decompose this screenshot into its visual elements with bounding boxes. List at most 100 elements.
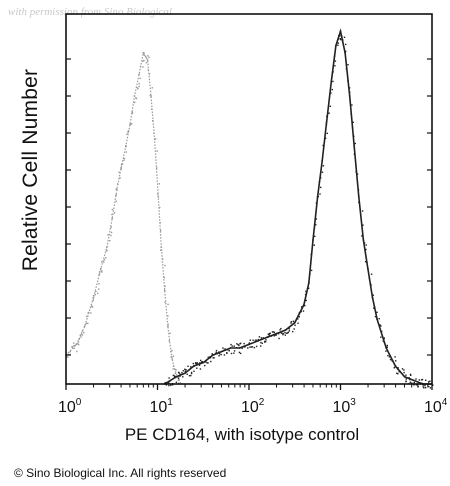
histogram-dot	[181, 372, 183, 374]
histogram-envelope-1	[65, 51, 182, 385]
histogram-dot	[145, 62, 148, 64]
histogram-dot	[395, 360, 397, 362]
histogram-dot	[293, 322, 295, 324]
data-point	[303, 303, 305, 306]
histogram-dot	[319, 193, 321, 195]
histogram-dot	[171, 349, 173, 352]
histogram-dot	[254, 340, 256, 342]
histogram-dot	[184, 370, 186, 372]
data-point	[146, 59, 149, 61]
histogram-dot	[299, 311, 301, 313]
data-point	[335, 44, 337, 47]
histogram-dot	[382, 340, 384, 342]
histogram-dot	[326, 132, 328, 135]
histogram-dot	[302, 310, 305, 312]
histogram-dot	[342, 39, 344, 41]
histogram-dot	[67, 356, 69, 358]
histogram-dot	[315, 202, 318, 204]
histogram-dot	[147, 69, 149, 71]
data-point	[394, 365, 397, 367]
histogram-dot	[378, 318, 380, 320]
data-point	[362, 239, 365, 241]
histogram-dot	[71, 346, 73, 349]
histogram-dot	[139, 65, 142, 68]
x-tick-label: 100	[58, 397, 82, 416]
histogram-dot	[410, 374, 412, 376]
histogram-dot	[218, 351, 220, 353]
histogram-dot	[281, 332, 283, 334]
data-point	[129, 123, 131, 126]
histogram-dot	[424, 385, 426, 387]
histogram-dot	[164, 285, 166, 288]
histogram-dot	[159, 222, 161, 224]
histogram-dot	[81, 334, 84, 336]
histogram-dot	[255, 339, 257, 341]
histogram-dot	[76, 350, 78, 353]
histogram-dot	[215, 351, 217, 354]
histogram-dot	[131, 123, 133, 125]
data-point	[257, 339, 260, 342]
histogram-dot	[352, 121, 354, 123]
data-point	[75, 343, 78, 346]
histogram-dot	[244, 346, 246, 348]
data-point	[193, 365, 195, 367]
histogram-dot	[86, 315, 88, 318]
histogram-dot	[218, 355, 220, 357]
histogram-dot	[223, 349, 225, 351]
histogram-dot	[347, 79, 349, 82]
histogram-dot	[78, 338, 80, 340]
histogram-dot	[110, 231, 113, 234]
histogram-dot	[351, 127, 354, 129]
histogram-dot	[87, 322, 89, 325]
histogram-dot	[192, 362, 194, 365]
histogram-dot	[83, 332, 85, 334]
histogram-dot	[321, 171, 324, 173]
histogram-dot	[200, 359, 202, 362]
data-point	[111, 217, 114, 220]
histogram-dot	[241, 347, 243, 350]
histogram-dot	[85, 322, 88, 325]
histogram-dot	[156, 167, 158, 169]
histogram-dot	[137, 88, 139, 90]
histogram-dot	[403, 371, 405, 374]
histogram-dot	[160, 229, 162, 232]
histogram-dot	[313, 244, 315, 246]
histogram-dot	[187, 365, 189, 367]
data-point	[163, 289, 166, 292]
histogram-dot	[98, 283, 100, 285]
histogram-dot	[260, 341, 262, 344]
histogram-dot	[408, 377, 410, 379]
histogram-dot	[211, 353, 213, 355]
histogram-dot	[359, 210, 361, 212]
histogram-dot	[107, 234, 109, 236]
data-point	[124, 145, 127, 148]
histogram-dot	[409, 373, 412, 376]
histogram-dot	[332, 80, 334, 83]
histogram-dot	[300, 310, 302, 313]
histogram-dot	[349, 91, 351, 93]
histogram-dot	[376, 311, 378, 313]
histogram-dot	[178, 372, 180, 374]
histogram-dot	[154, 138, 157, 140]
histogram-dot	[370, 273, 373, 275]
histogram-dot	[329, 105, 331, 107]
data-point	[307, 282, 310, 285]
histogram-dot	[358, 201, 360, 204]
histogram-dot	[394, 356, 396, 358]
histogram-dot	[239, 342, 242, 344]
data-point	[138, 73, 141, 76]
x-tick-label: 104	[424, 397, 448, 416]
histogram-dot	[90, 312, 92, 314]
histogram-dot	[134, 101, 136, 104]
data-point	[316, 195, 319, 198]
histogram-dot	[190, 371, 193, 374]
histogram-dot	[297, 322, 299, 324]
histogram-dot	[160, 249, 162, 251]
data-point	[160, 246, 163, 249]
histogram-dot	[362, 224, 364, 226]
histogram-dot	[172, 374, 175, 377]
histogram-dot	[341, 35, 343, 37]
histogram-dot	[345, 50, 347, 53]
histogram-dot	[288, 328, 290, 330]
histogram-dot	[105, 250, 108, 252]
